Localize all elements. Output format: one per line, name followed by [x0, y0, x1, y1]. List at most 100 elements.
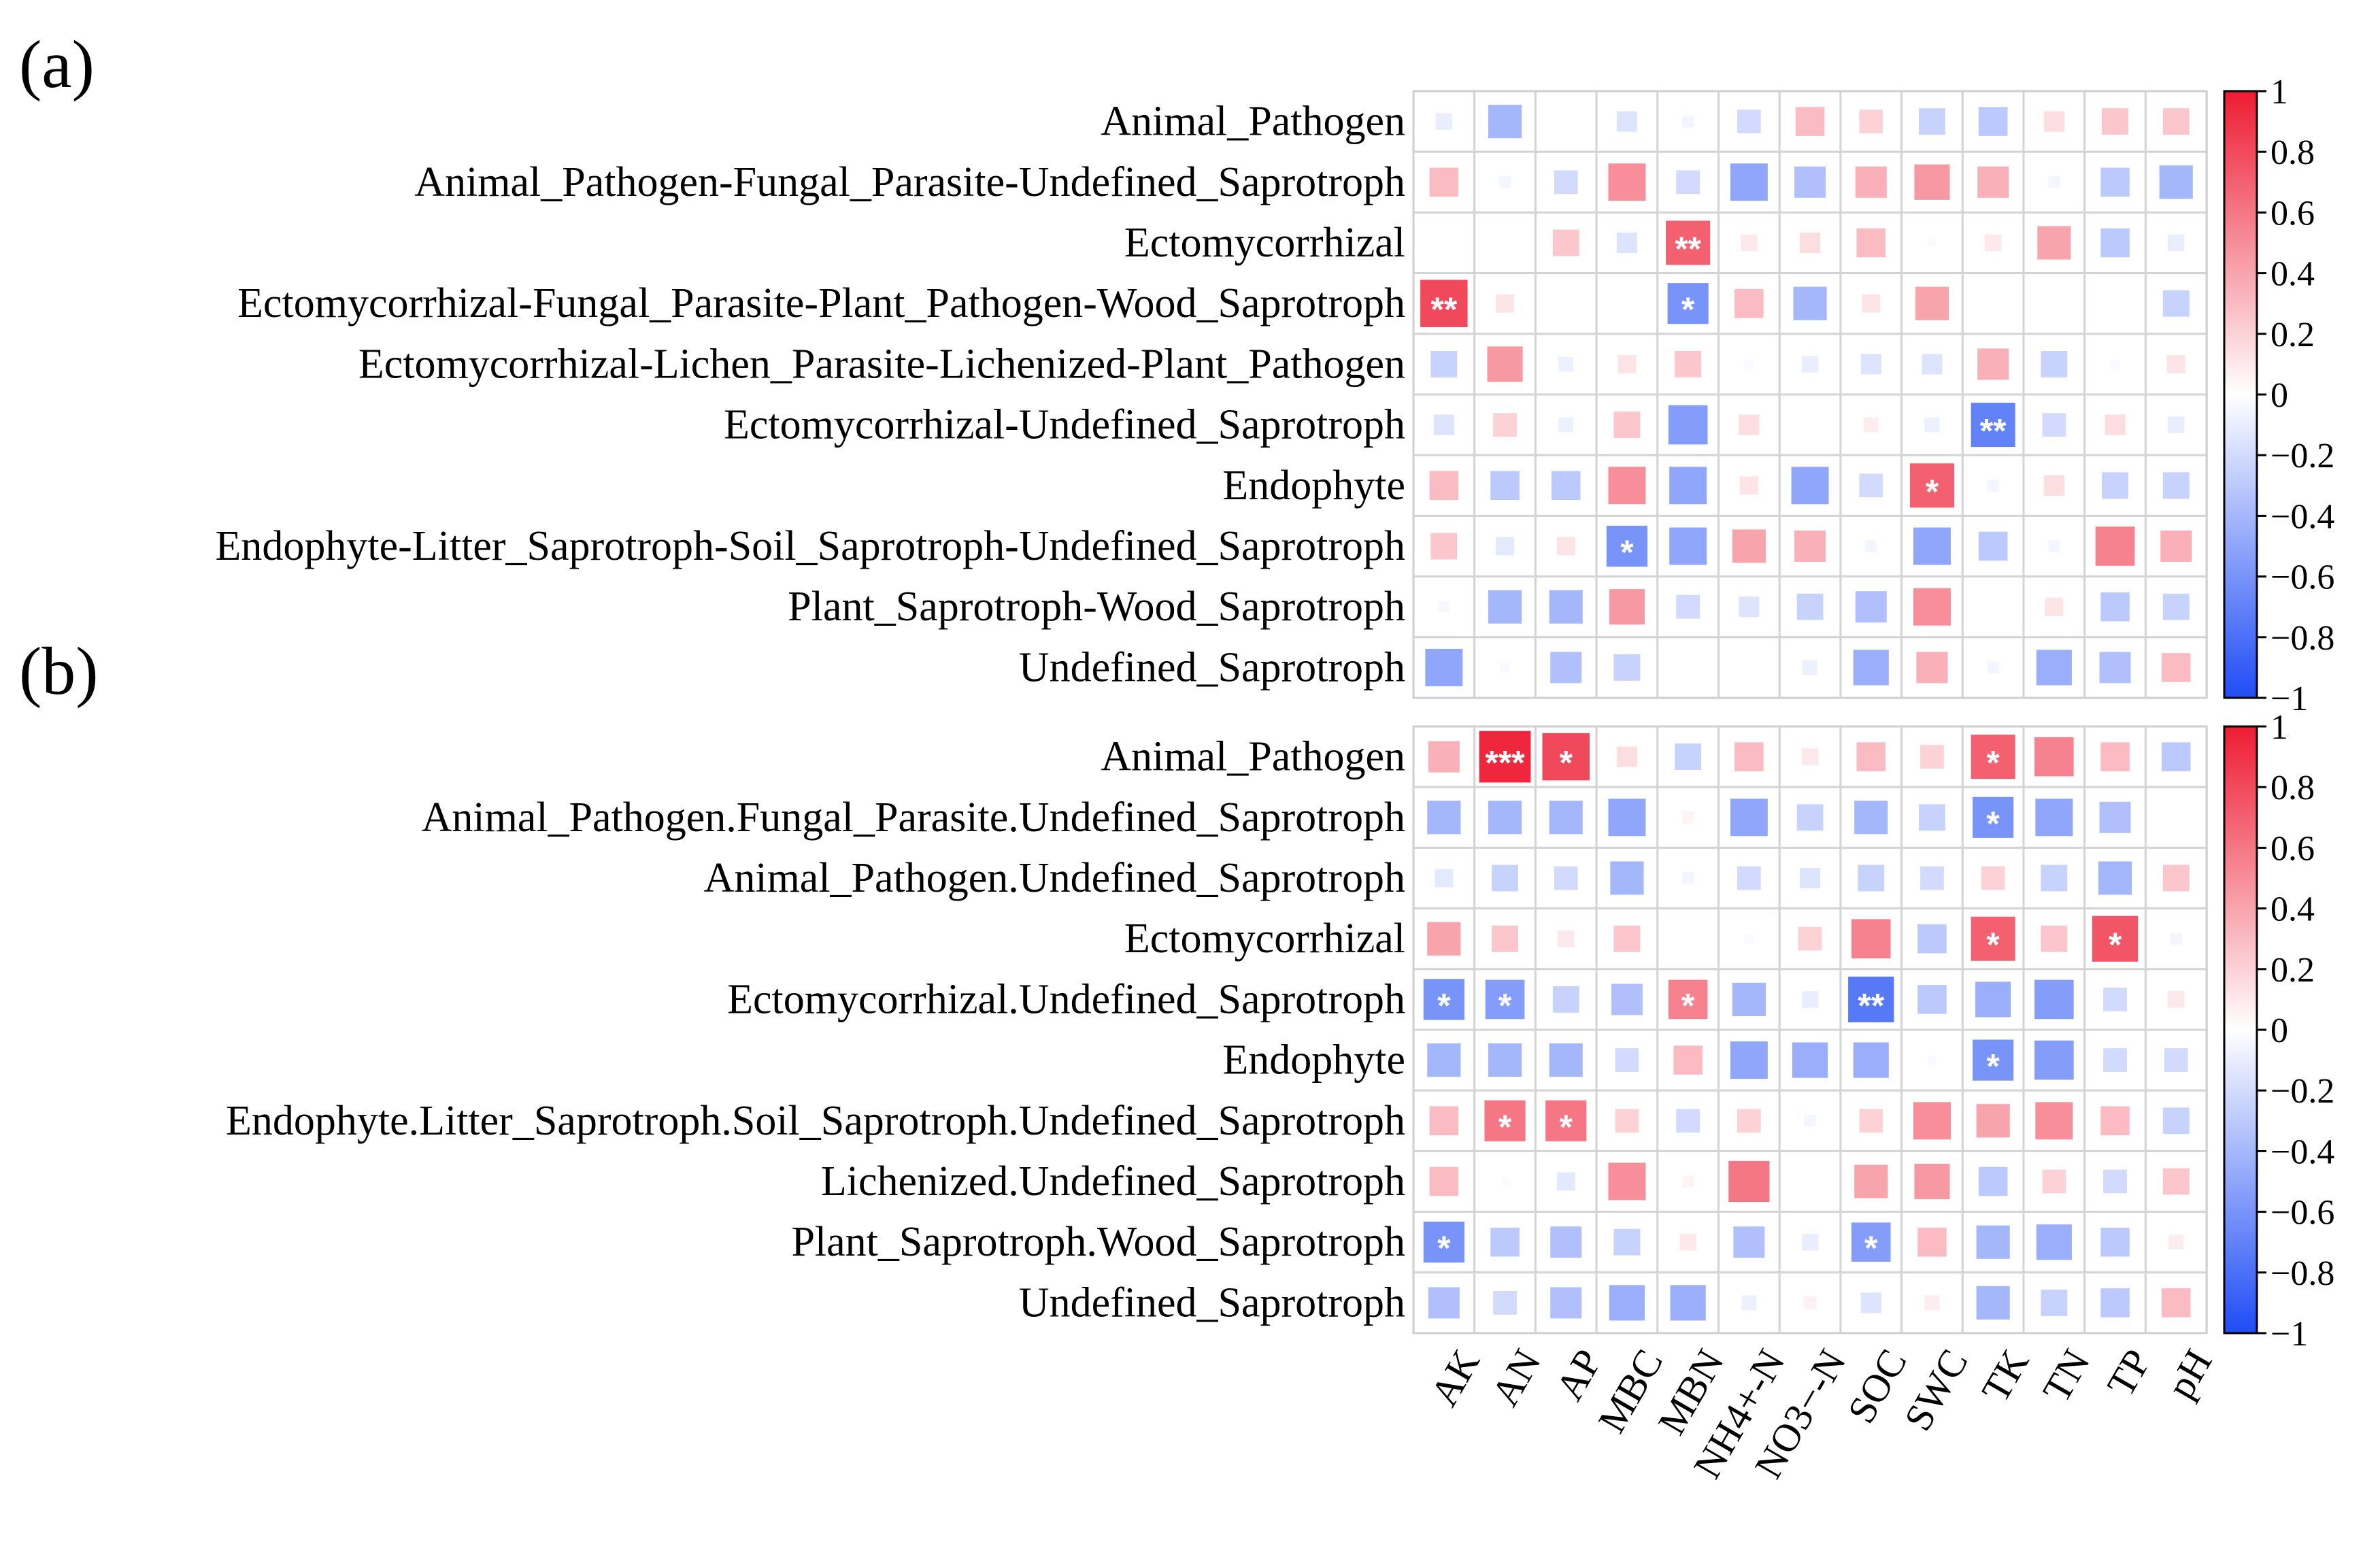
correlation-square: [1681, 872, 1694, 884]
correlation-square: [1613, 654, 1641, 681]
colorbar-tick-label: −0.8: [2270, 619, 2334, 658]
panel-b-label: (b): [19, 633, 99, 709]
correlation-square: [1851, 919, 1891, 959]
row-label: Ectomycorrhizal-Lichen_Parasite-Licheniz…: [358, 341, 1405, 387]
correlation-square: [1608, 799, 1646, 837]
correlation-square: [1673, 1045, 1703, 1075]
heatmap-cell: [2083, 272, 2147, 335]
correlation-square: [1613, 1228, 1641, 1256]
correlation-square: [1490, 1227, 1520, 1257]
row-label: Ectomycorrhizal-Undefined_Saprotroph: [724, 402, 1405, 448]
correlation-square: [1670, 1285, 1706, 1321]
correlation-square: [1917, 1227, 1947, 1257]
correlation-square: [1423, 979, 1464, 1020]
correlation-square: [1666, 220, 1711, 265]
correlation-square: [1676, 1109, 1700, 1133]
colorbar-tick-label: −0.6: [2270, 558, 2334, 597]
colorbar: [2223, 725, 2258, 1335]
correlation-square: [1920, 866, 1944, 890]
colorbar-tick-label: 0.2: [2270, 316, 2315, 354]
correlation-square: [1859, 1109, 1883, 1133]
correlation-square: [1615, 1109, 1639, 1133]
correlation-square: [2100, 1227, 2130, 1257]
correlation-square: [1917, 985, 1947, 1014]
panel-a: (a) Animal_Pathogen Animal_Pathogen-Funga…: [19, 27, 2334, 718]
correlation-square: [1794, 166, 1826, 198]
correlation-square: [2161, 1288, 2191, 1318]
correlation-square: [1557, 930, 1575, 947]
correlation-square: [1856, 228, 1886, 258]
correlation-square: [1801, 1233, 1819, 1251]
significance-mark: *: [1986, 805, 2000, 843]
colorbar-tick-label: 0.8: [2270, 769, 2315, 807]
heatmap-cell: [1717, 636, 1781, 699]
correlation-square: [1615, 1048, 1639, 1072]
row-label: Animal_Pathogen: [1101, 734, 1405, 780]
correlation-square: [1733, 1226, 1765, 1258]
correlation-square: [1791, 467, 1829, 505]
correlation-square: [2036, 650, 2072, 686]
correlation-square: [2162, 290, 2190, 317]
correlation-square: [1859, 473, 1883, 498]
correlation-square: [1793, 286, 1827, 320]
heatmap-cell: [1595, 272, 1659, 335]
correlation-square: [1734, 288, 1764, 318]
column-label: TP: [2098, 1342, 2160, 1404]
correlation-square: [1971, 403, 2015, 448]
correlation-square: [2099, 801, 2131, 833]
correlation-square: [2043, 475, 2064, 496]
colorbar-tick-label: −0.6: [2270, 1194, 2334, 1232]
correlation-square: [1919, 108, 1945, 135]
heatmap-cell: [1961, 150, 2025, 214]
correlation-square: [1924, 1295, 1940, 1311]
significance-mark: *: [1620, 533, 1634, 571]
correlation-square: [1801, 356, 1819, 373]
significance-mark: *: [1864, 1229, 1878, 1267]
correlation-square: [2102, 108, 2128, 135]
correlation-square: [1667, 283, 1709, 324]
correlation-square: [1608, 1162, 1646, 1201]
correlation-square: [1676, 594, 1700, 619]
correlation-square: [1973, 1039, 2014, 1081]
correlation-square: [1488, 1043, 1522, 1077]
heatmap-cell: [1473, 150, 1537, 214]
column-label: SWC: [1896, 1342, 1977, 1438]
correlation-square: [1669, 467, 1707, 505]
correlation-square: [1610, 861, 1644, 895]
significance-mark: **: [1858, 986, 1884, 1024]
row-label: Endophyte.Litter_Saprotroph.Soil_Saprotr…: [226, 1098, 1405, 1144]
significance-mark: *: [1498, 986, 1512, 1024]
correlation-square: [1558, 417, 1574, 433]
correlation-square: [1914, 164, 1950, 200]
significance-mark: ***: [1485, 744, 1525, 782]
significance-mark: **: [1980, 412, 2007, 450]
correlation-square: [1928, 239, 1936, 247]
correlation-square: [2167, 416, 2185, 433]
correlation-square: [1744, 359, 1754, 369]
correlation-square: [1739, 476, 1758, 495]
heatmap-cell: [1656, 636, 1720, 699]
correlation-square: [1429, 167, 1459, 197]
correlation-square: [1542, 733, 1590, 781]
correlation-square: [2103, 988, 2127, 1011]
correlation-square: [1427, 801, 1461, 835]
correlation-square: [1737, 866, 1761, 890]
correlation-square: [1915, 286, 1949, 320]
correlation-square: [1613, 412, 1641, 439]
heatmap-cell: [1656, 786, 1720, 849]
correlation-square: [2042, 413, 2066, 437]
correlation-square: [2167, 991, 2185, 1008]
correlation-square: [1681, 1175, 1694, 1188]
correlation-square: [1927, 1055, 1937, 1065]
heatmap-cell: [1717, 333, 1781, 396]
correlation-square: [1616, 232, 1637, 254]
correlation-square: [1429, 471, 1459, 501]
colorbar-tick-label: −0.2: [2270, 1072, 2334, 1111]
correlation-square: [1916, 652, 1948, 684]
panel-a-label: (a): [19, 27, 95, 102]
row-label: Endophyte: [1222, 463, 1405, 509]
correlation-square: [1913, 1102, 1951, 1140]
colorbar-tick-label: −0.8: [2270, 1254, 2334, 1293]
significance-mark: **: [1430, 290, 1457, 329]
